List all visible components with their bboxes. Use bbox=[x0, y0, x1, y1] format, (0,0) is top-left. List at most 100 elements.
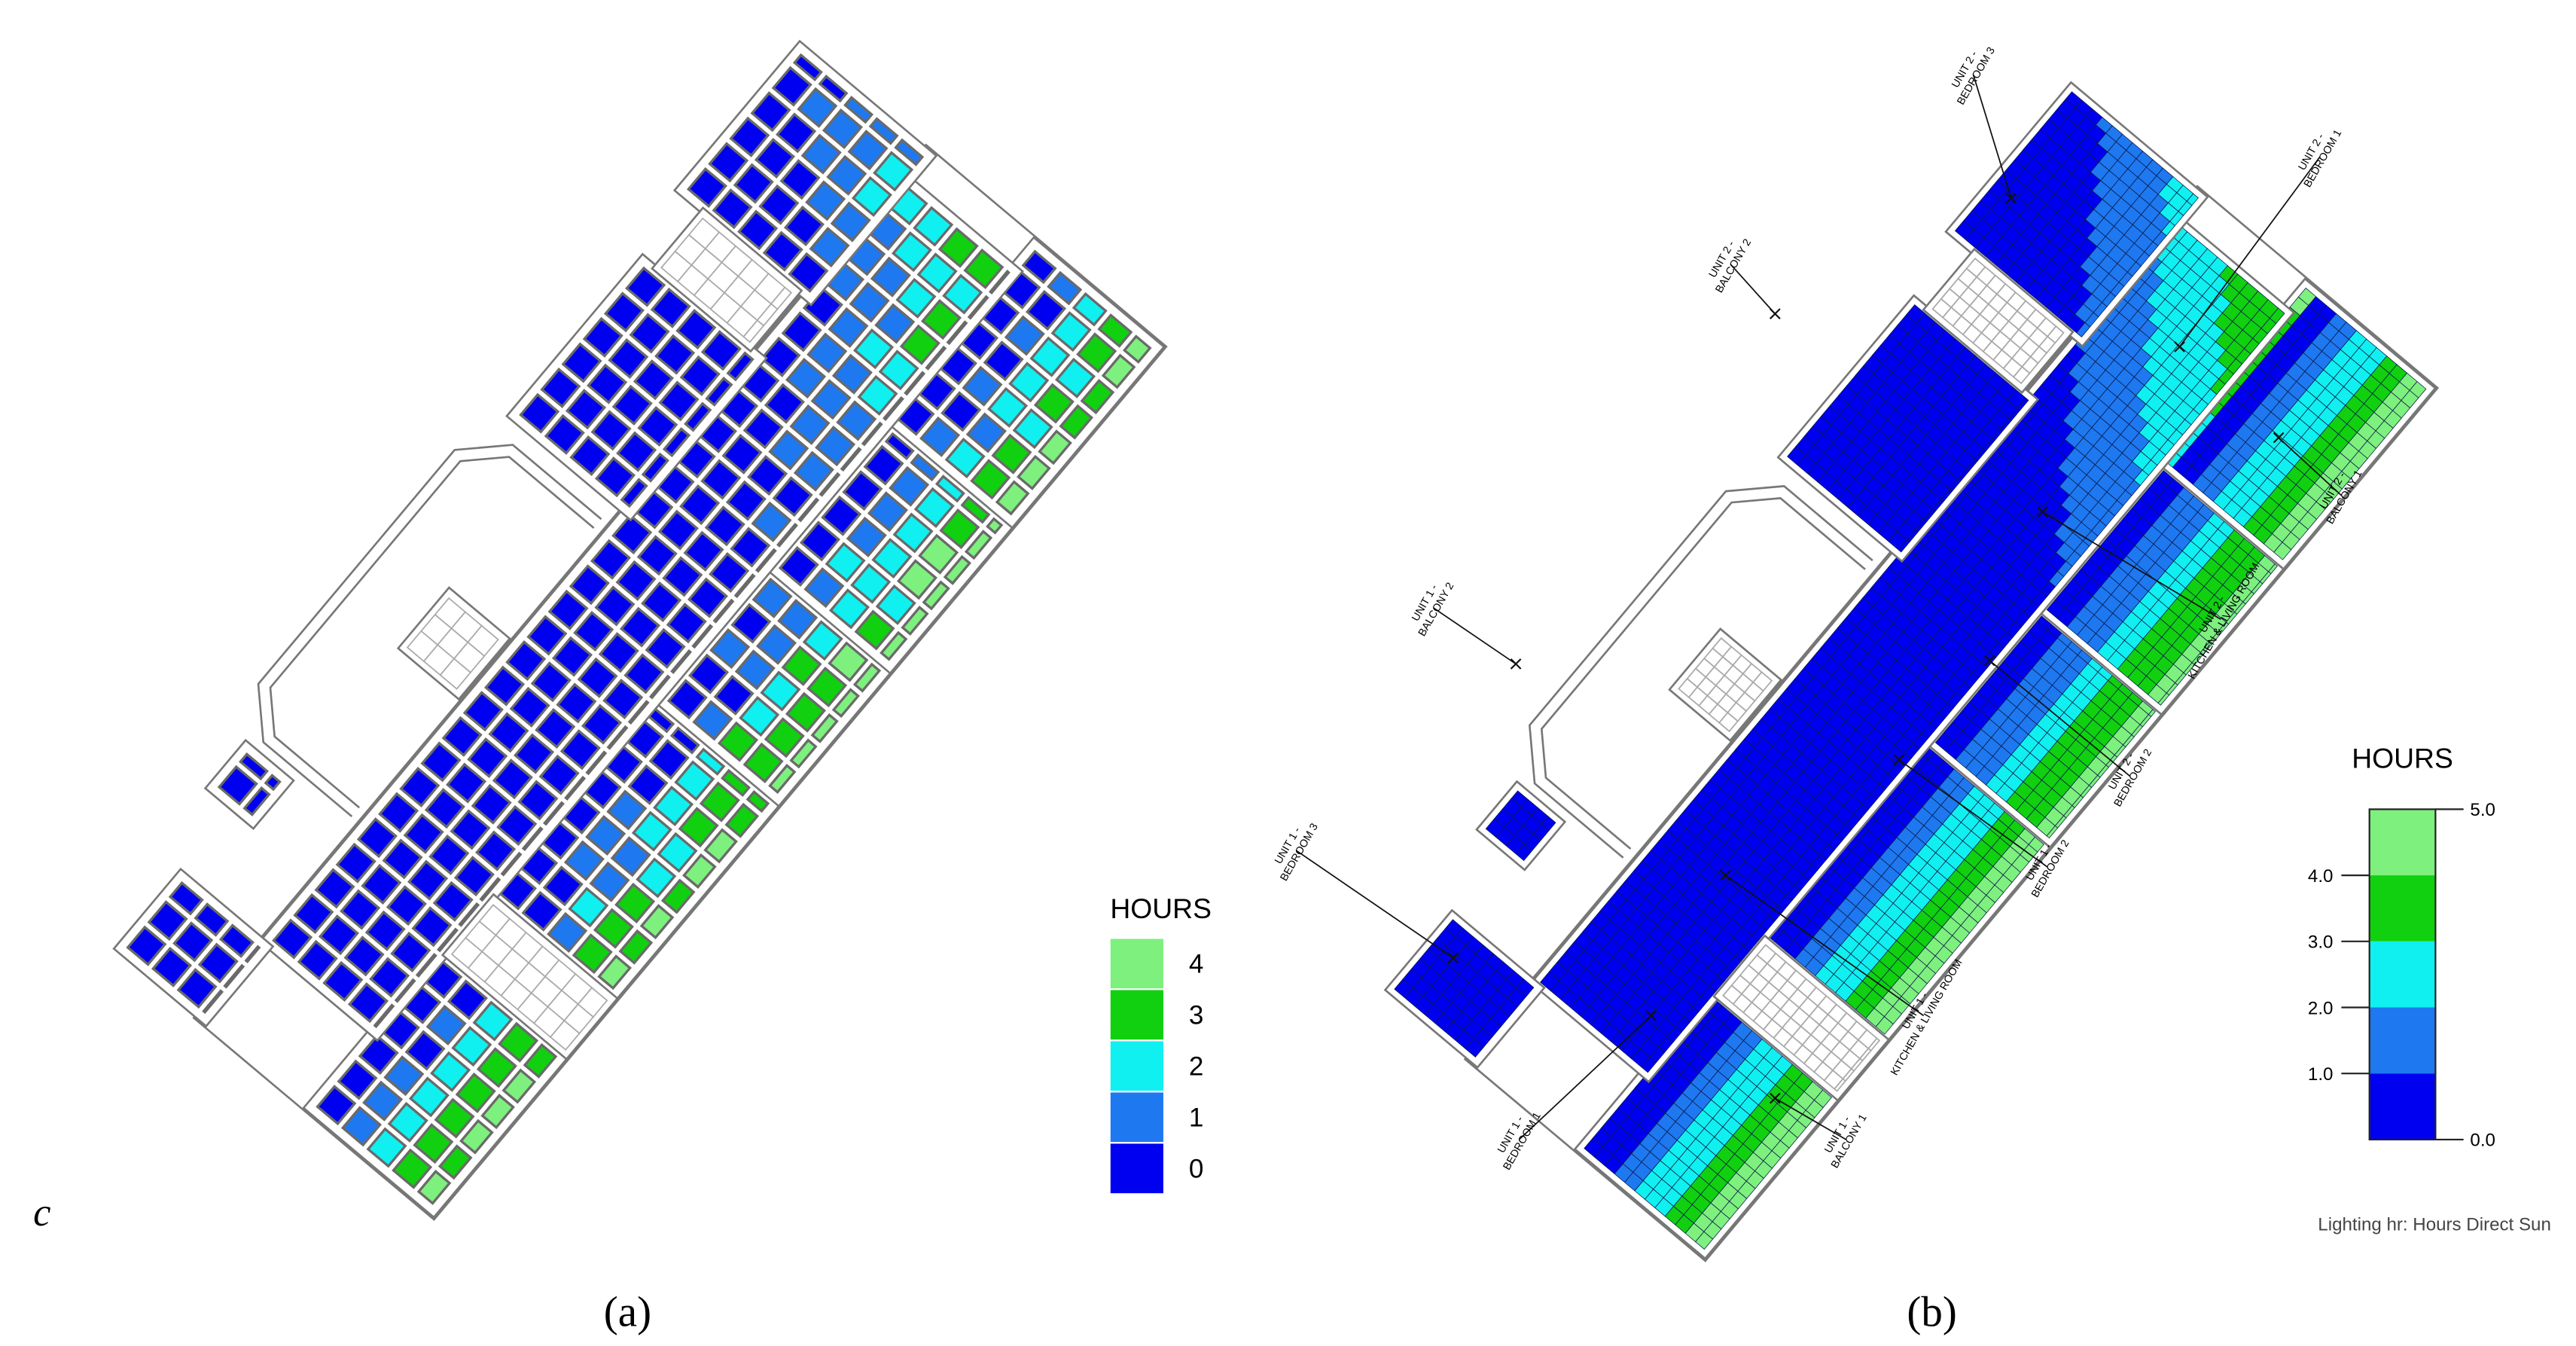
grid-cell bbox=[670, 649, 693, 674]
grid-cell bbox=[751, 501, 792, 542]
grid-cell bbox=[894, 138, 925, 166]
room-label: UNIT 2 -BEDROOM 3 bbox=[1950, 45, 1998, 107]
grid-cell bbox=[636, 535, 678, 576]
grid-cell bbox=[789, 404, 831, 445]
grid-cell bbox=[424, 788, 465, 829]
grid-cell bbox=[1047, 270, 1083, 306]
grid-cell bbox=[708, 142, 749, 183]
grid-cell bbox=[776, 522, 798, 548]
grid-cell bbox=[803, 567, 845, 609]
grid-cell bbox=[734, 649, 776, 691]
grid-cell bbox=[806, 667, 848, 708]
legend-swatch bbox=[2369, 1007, 2436, 1074]
legend-caption: Lighting hr: Hours Direct Sun bbox=[2318, 1215, 2551, 1235]
grid-cell bbox=[940, 391, 982, 432]
grid-cell bbox=[521, 890, 562, 932]
grid-cell bbox=[988, 270, 1011, 295]
grid-cell bbox=[1054, 357, 1096, 398]
grid-cell bbox=[585, 750, 608, 776]
grid-cell bbox=[995, 480, 1030, 516]
grid-cell bbox=[627, 764, 669, 805]
grid-cell bbox=[629, 313, 670, 354]
grid-cell bbox=[962, 365, 1003, 407]
grid-cell bbox=[826, 154, 867, 196]
grid-cell bbox=[846, 516, 887, 557]
grid-cell bbox=[356, 817, 398, 859]
grid-cell bbox=[505, 639, 547, 682]
panel-label: (b) bbox=[1907, 1289, 1956, 1336]
grid-cell bbox=[779, 159, 821, 200]
grid-cell bbox=[758, 184, 800, 225]
grid-cell bbox=[484, 665, 526, 707]
grid-cell bbox=[407, 859, 449, 901]
grid-cell bbox=[805, 180, 846, 221]
grid-cell bbox=[901, 606, 929, 636]
grid-cell bbox=[582, 316, 623, 358]
grid-cell bbox=[618, 929, 654, 965]
grid-cell bbox=[850, 563, 892, 604]
grid-cell bbox=[434, 1097, 475, 1139]
stair-cell bbox=[467, 624, 499, 658]
stair-cell bbox=[1752, 671, 1773, 692]
grid-cell bbox=[597, 954, 632, 990]
legend-tick-label: 5.0 bbox=[2470, 800, 2495, 820]
grid-cell bbox=[733, 573, 756, 599]
grid-cell bbox=[390, 931, 431, 972]
grid-cell bbox=[873, 151, 914, 192]
grid-cell bbox=[498, 1021, 539, 1063]
grid-cell bbox=[488, 712, 529, 753]
room-marker bbox=[1984, 655, 1995, 667]
grid-cell bbox=[802, 620, 843, 661]
grid-cell bbox=[660, 878, 696, 914]
grid-cell bbox=[1541, 816, 1556, 831]
grid-cell bbox=[416, 1169, 452, 1205]
grid-cell bbox=[721, 433, 763, 475]
grid-cell bbox=[217, 765, 258, 806]
grid-cell bbox=[322, 960, 364, 1002]
grid-cell bbox=[540, 367, 581, 409]
grid-cell bbox=[944, 438, 986, 479]
grid-cell bbox=[496, 804, 538, 846]
grid-cell bbox=[1008, 362, 1050, 403]
grid-cell bbox=[641, 452, 669, 483]
room-marker bbox=[1645, 1010, 1657, 1021]
grid-cell bbox=[967, 295, 989, 320]
grid-cell bbox=[615, 560, 657, 601]
grid-cell bbox=[1516, 978, 1535, 997]
grid-cell bbox=[1813, 1089, 1833, 1108]
legend-label: 2 bbox=[1189, 1051, 1204, 1081]
grid-cell bbox=[870, 256, 911, 298]
grid-cell bbox=[318, 914, 359, 956]
legend-label: 3 bbox=[1189, 1000, 1204, 1030]
legend-tick-label: 2.0 bbox=[2308, 998, 2334, 1018]
grid-cell bbox=[467, 737, 508, 779]
grid-cell bbox=[963, 248, 1004, 289]
grid-cell bbox=[293, 893, 334, 934]
grid-cell bbox=[771, 66, 812, 107]
grid-cell bbox=[863, 444, 904, 486]
grid-cell bbox=[776, 112, 817, 154]
grid-cell bbox=[699, 781, 740, 823]
grid-cell bbox=[750, 91, 791, 133]
grid-cell bbox=[853, 328, 895, 370]
legend-label: 4 bbox=[1189, 949, 1204, 978]
grid-cell bbox=[314, 868, 355, 909]
grid-cell bbox=[447, 979, 488, 1021]
legend-swatch bbox=[1108, 937, 1166, 990]
room-label: UNIT 1 -BEDROOM 1 bbox=[1495, 1110, 1544, 1172]
grid-cell bbox=[147, 900, 188, 942]
grid-cell bbox=[793, 450, 834, 492]
grid-cell bbox=[526, 615, 568, 656]
grid-cell bbox=[797, 497, 820, 523]
grid-cell bbox=[1017, 454, 1051, 490]
grid-cell bbox=[559, 729, 601, 771]
grid-cell bbox=[2409, 380, 2427, 398]
grid-cell bbox=[471, 783, 512, 825]
grid-cell bbox=[598, 632, 639, 673]
grid-cell bbox=[762, 230, 803, 272]
grid-cell bbox=[883, 396, 904, 421]
grid-cell bbox=[639, 904, 675, 940]
legend-swatch bbox=[1108, 1091, 1166, 1144]
grid-cell bbox=[709, 628, 751, 670]
grid-cell bbox=[625, 266, 666, 307]
